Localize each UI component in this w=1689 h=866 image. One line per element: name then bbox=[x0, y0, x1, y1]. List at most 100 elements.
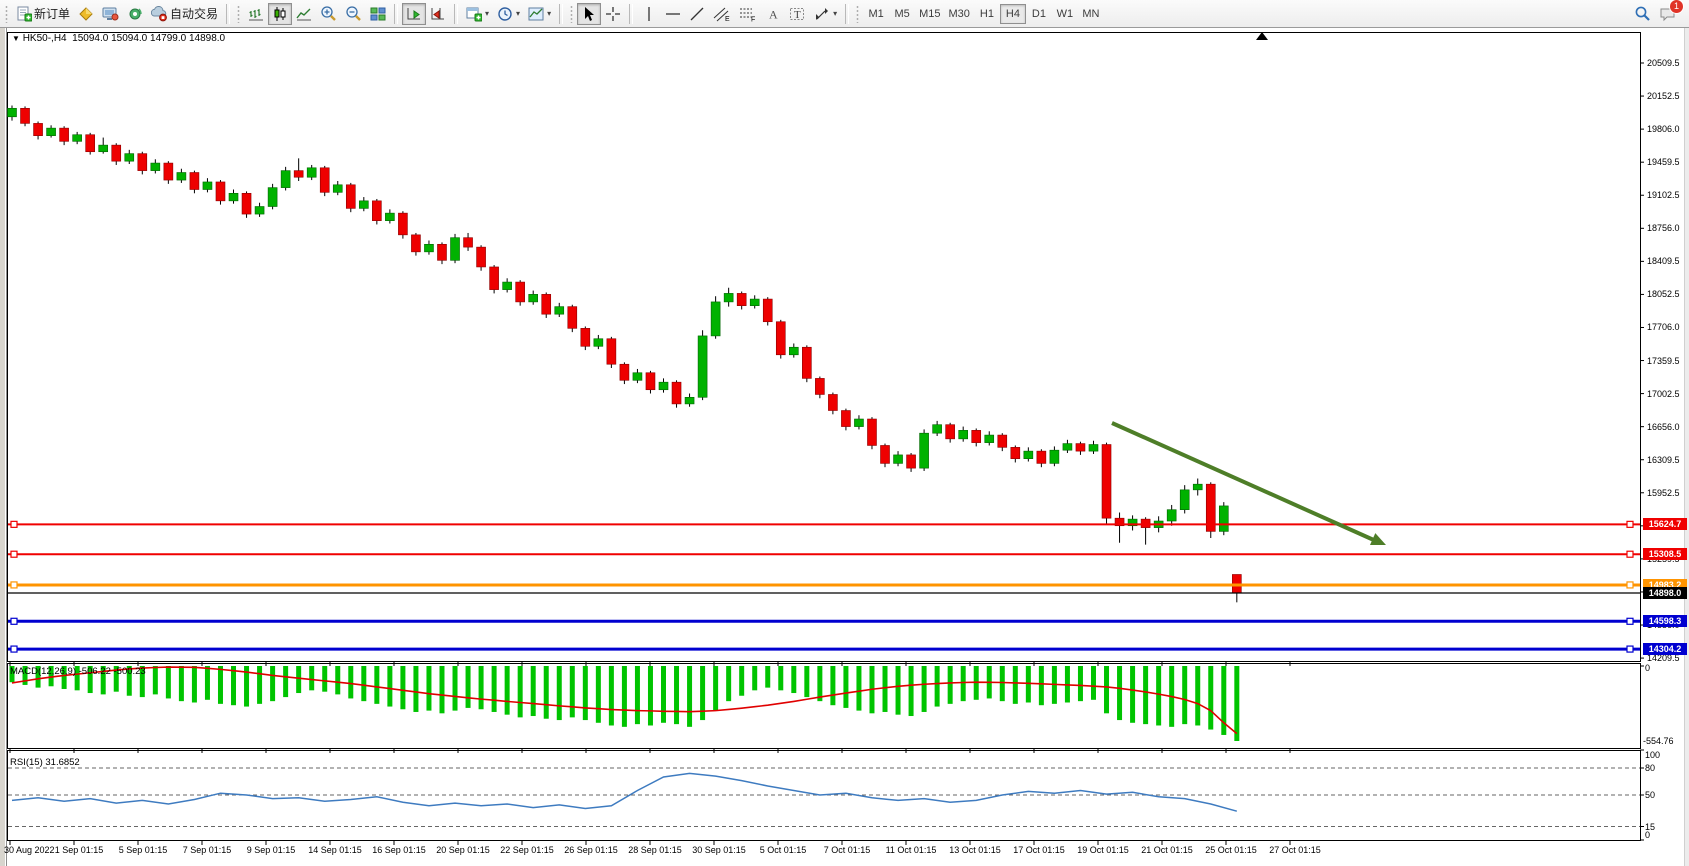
price-tick-label[interactable]: 14556.0 bbox=[1647, 620, 1680, 631]
template-icon bbox=[528, 7, 544, 20]
price-tick-label[interactable]: 17002.5 bbox=[1647, 388, 1680, 399]
date-label[interactable]: 1 Sep 01:15 bbox=[54, 845, 104, 855]
tile-windows-button[interactable] bbox=[366, 3, 390, 25]
templates-button[interactable]: ▾ bbox=[524, 3, 555, 25]
macd-min-label[interactable]: -554.76 bbox=[1643, 736, 1674, 746]
metaeditor-button[interactable] bbox=[74, 3, 98, 25]
date-label[interactable]: 16 Sep 01:15 bbox=[372, 845, 426, 855]
cursor-icon bbox=[585, 6, 595, 21]
rsi-scale-label[interactable]: 15 bbox=[1645, 821, 1656, 832]
search-button[interactable] bbox=[1630, 3, 1655, 25]
trendline-tool-button[interactable] bbox=[685, 3, 709, 25]
line-chart-button[interactable] bbox=[292, 3, 316, 25]
vertical-line-tool-button[interactable] bbox=[637, 3, 661, 25]
rsi-scale-label[interactable]: 80 bbox=[1645, 763, 1656, 773]
timeframe-w1[interactable]: W1 bbox=[1052, 4, 1078, 24]
timeframe-h1[interactable]: H1 bbox=[974, 4, 1000, 24]
bar-chart-button[interactable] bbox=[244, 3, 268, 25]
price-tick-label[interactable]: 15259.5 bbox=[1647, 553, 1680, 564]
macd-pane[interactable] bbox=[7, 663, 1641, 749]
toolbar-separator bbox=[394, 3, 399, 24]
timeframe-d1[interactable]: D1 bbox=[1026, 4, 1052, 24]
equidistant-channel-tool-button[interactable]: E bbox=[709, 3, 735, 25]
timeframe-h4[interactable]: H4 bbox=[999, 3, 1026, 24]
cursor-tool-button[interactable] bbox=[577, 2, 602, 25]
price-tick-label[interactable]: 14209.5 bbox=[1647, 653, 1680, 664]
date-label[interactable]: 7 Oct 01:15 bbox=[823, 845, 871, 855]
date-label[interactable]: 5 Oct 01:15 bbox=[759, 845, 807, 855]
new-chart-button[interactable]: ▾ bbox=[462, 3, 493, 25]
zoom-in-button[interactable] bbox=[316, 3, 341, 25]
date-label[interactable]: 9 Sep 01:15 bbox=[246, 845, 296, 855]
market-button[interactable] bbox=[98, 3, 123, 25]
date-label[interactable]: 26 Sep 01:15 bbox=[564, 845, 618, 855]
timeframe-m5[interactable]: M5 bbox=[889, 4, 915, 24]
price-tick-label[interactable]: 20509.5 bbox=[1647, 58, 1680, 68]
fibo-glyph: F bbox=[751, 16, 755, 22]
price-tick-label[interactable]: 19806.0 bbox=[1647, 124, 1680, 135]
timeframe-m30[interactable]: M30 bbox=[945, 4, 974, 24]
price-tick-label[interactable]: 18409.5 bbox=[1647, 256, 1680, 267]
price-tick-label[interactable]: 15952.5 bbox=[1647, 487, 1680, 498]
date-label[interactable]: 22 Sep 01:15 bbox=[500, 845, 554, 855]
price-tick-label[interactable]: 17706.0 bbox=[1647, 322, 1680, 333]
date-label[interactable]: 20 Sep 01:15 bbox=[436, 845, 490, 855]
autotrading-button[interactable]: 自动交易 bbox=[147, 3, 222, 25]
price-tick-label[interactable]: 18756.0 bbox=[1647, 223, 1680, 234]
signals-button[interactable] bbox=[123, 3, 147, 25]
price-tick-label[interactable]: 18052.5 bbox=[1647, 289, 1680, 300]
date-label[interactable]: 14 Sep 01:15 bbox=[308, 845, 362, 855]
metaeditor-icon bbox=[79, 6, 93, 21]
periods-button[interactable]: ▾ bbox=[493, 3, 524, 25]
toolbar-grip[interactable] bbox=[5, 4, 9, 23]
zoom-out-button[interactable] bbox=[341, 3, 366, 25]
arrows-tool-button[interactable]: ▾ bbox=[810, 3, 841, 25]
date-label[interactable]: 5 Sep 01:15 bbox=[118, 845, 168, 855]
trendline-icon bbox=[690, 7, 704, 20]
toolbar-grip[interactable] bbox=[856, 4, 861, 23]
crosshair-tool-button[interactable] bbox=[601, 3, 625, 25]
price-tick-label[interactable]: 16309.5 bbox=[1647, 454, 1680, 465]
text-label-tool-button[interactable]: T bbox=[785, 3, 810, 25]
rsi-scale-label[interactable]: 0 bbox=[1645, 830, 1651, 840]
price-tick-label[interactable]: 15606.0 bbox=[1647, 520, 1680, 531]
date-label[interactable]: 19 Oct 01:15 bbox=[1077, 845, 1129, 855]
toolbar-grip[interactable] bbox=[570, 4, 575, 23]
horizontal-line-tool-button[interactable] bbox=[661, 3, 685, 25]
date-label[interactable]: 7 Sep 01:15 bbox=[182, 845, 232, 855]
date-label[interactable]: 13 Oct 01:15 bbox=[949, 845, 1001, 855]
price-tick-label[interactable]: 20152.5 bbox=[1647, 91, 1680, 102]
timeframe-mn[interactable]: MN bbox=[1078, 4, 1104, 24]
rsi-pane[interactable] bbox=[7, 750, 1641, 841]
fibonacci-tool-button[interactable]: F bbox=[735, 3, 761, 25]
window-left-frame bbox=[0, 28, 7, 866]
fibonacci-icon: F bbox=[740, 8, 755, 22]
rsi-scale-label[interactable]: 100 bbox=[1645, 750, 1661, 760]
date-label[interactable]: 21 Oct 01:15 bbox=[1141, 845, 1193, 855]
date-label[interactable]: 17 Oct 01:15 bbox=[1013, 845, 1065, 855]
date-label[interactable]: 25 Oct 01:15 bbox=[1205, 845, 1257, 855]
price-tick-label[interactable]: 19459.5 bbox=[1647, 157, 1680, 168]
date-label[interactable]: 30 Aug 2022 bbox=[4, 845, 55, 855]
chart-shift-button[interactable] bbox=[426, 3, 450, 25]
price-tick-label[interactable]: 16656.0 bbox=[1647, 421, 1680, 432]
new-order-button[interactable]: 新订单 bbox=[12, 3, 74, 25]
price-tick-label[interactable]: 14913.0 bbox=[1647, 586, 1680, 597]
timeframe-m15[interactable]: M15 bbox=[915, 4, 944, 24]
toolbar-grip[interactable] bbox=[237, 4, 242, 23]
candlestick-chart-button[interactable] bbox=[268, 2, 293, 25]
main-chart-pane[interactable] bbox=[7, 32, 1641, 662]
notifications-button[interactable]: 1 bbox=[1655, 0, 1684, 25]
macd-zero-label[interactable]: 0 bbox=[1645, 663, 1651, 673]
date-label[interactable]: 11 Oct 01:15 bbox=[885, 845, 937, 855]
rsi-scale-label[interactable]: 50 bbox=[1645, 790, 1656, 800]
price-tick-label[interactable]: 19102.5 bbox=[1647, 190, 1680, 201]
date-label[interactable]: 27 Oct 01:15 bbox=[1269, 845, 1321, 855]
auto-scroll-button[interactable] bbox=[402, 2, 427, 25]
price-tick-label[interactable]: 17359.5 bbox=[1647, 355, 1680, 366]
chart-dropdown-icon[interactable]: ▼ bbox=[12, 34, 20, 43]
date-label[interactable]: 28 Sep 01:15 bbox=[628, 845, 682, 855]
date-label[interactable]: 30 Sep 01:15 bbox=[692, 845, 746, 855]
text-tool-button[interactable]: A bbox=[761, 3, 785, 25]
timeframe-m1[interactable]: M1 bbox=[863, 4, 889, 24]
